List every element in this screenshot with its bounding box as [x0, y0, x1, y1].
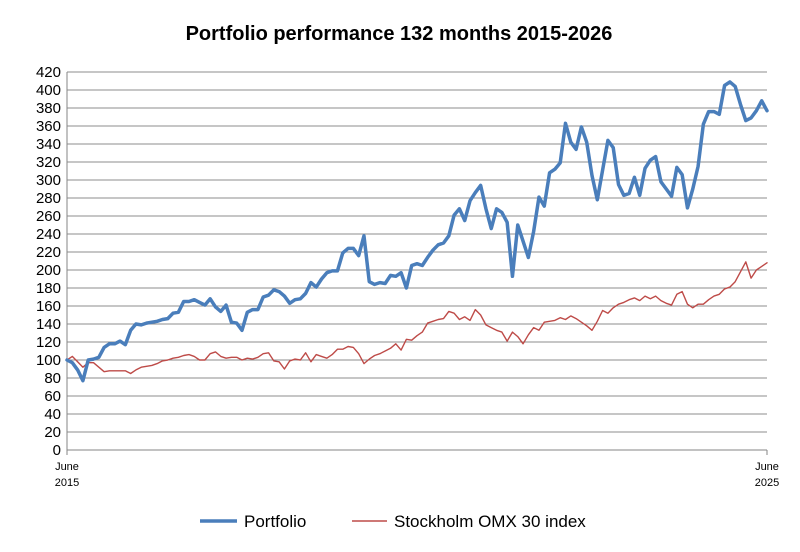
x-tick-label: 2015 [55, 477, 79, 489]
chart-title: Portfolio performance 132 months 2015-20… [186, 23, 613, 45]
y-tick-label: 280 [36, 190, 61, 207]
y-tick-label: 380 [36, 100, 61, 117]
y-tick-label: 320 [36, 154, 61, 171]
y-tick-label: 40 [44, 406, 61, 423]
y-tick-label: 260 [36, 208, 61, 225]
y-tick-label: 180 [36, 280, 61, 297]
y-tick-label: 160 [36, 298, 61, 315]
y-tick-label: 400 [36, 82, 61, 99]
gridlines [67, 71, 767, 433]
y-tick-label: 80 [44, 370, 61, 387]
series-lines [65, 80, 769, 383]
y-tick-label: 200 [36, 262, 61, 279]
x-axis-ticks: June 2015 June 2025 [55, 461, 779, 489]
x-tick-label: June [55, 461, 79, 473]
y-tick-label: 140 [36, 316, 61, 333]
legend: Portfolio Stockholm OMX 30 index [200, 512, 586, 531]
y-tick-label: 20 [44, 424, 61, 441]
legend-label: Portfolio [244, 512, 306, 531]
series-line-omx30 [66, 261, 768, 375]
y-tick-label: 60 [44, 388, 61, 405]
y-tick-label: 220 [36, 244, 61, 261]
legend-label: Stockholm OMX 30 index [394, 512, 586, 531]
x-tick-label: June [755, 461, 779, 473]
y-axis-ticks: 0204060801001201401601802002202402602803… [36, 64, 61, 459]
x-axis [66, 72, 768, 455]
x-tick-label: 2025 [755, 477, 779, 489]
y-tick-label: 420 [36, 64, 61, 81]
y-tick-label: 360 [36, 118, 61, 135]
y-tick-label: 340 [36, 136, 61, 153]
y-tick-label: 120 [36, 334, 61, 351]
y-tick-label: 0 [53, 442, 61, 459]
y-tick-label: 240 [36, 226, 61, 243]
series-line-portfolio [65, 80, 769, 383]
y-tick-label: 100 [36, 352, 61, 369]
y-tick-label: 300 [36, 172, 61, 189]
